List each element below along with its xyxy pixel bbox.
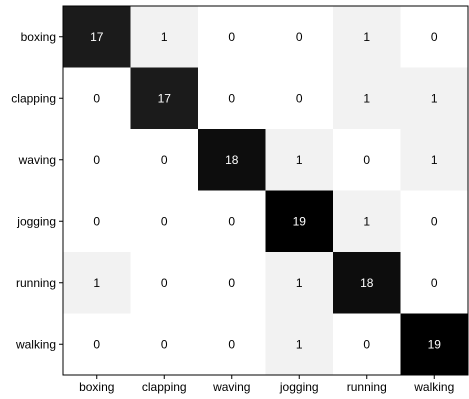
x-tick-label-clapping: clapping (142, 380, 187, 394)
cell-value-jogging-clapping: 0 (161, 214, 168, 228)
heatmap-cell-walking-waving (198, 313, 266, 376)
y-tick-label-running: running (16, 276, 56, 290)
heatmap-cell-jogging-clapping (130, 190, 199, 253)
heatmap-cell-jogging-jogging (265, 190, 334, 253)
heatmap-cell-jogging-running (333, 190, 401, 253)
heatmap-cell-clapping-boxing (63, 67, 131, 130)
heatmap-cell-walking-clapping (130, 313, 199, 376)
heatmap-cell-running-running (333, 252, 401, 314)
x-tick-label-walking: walking (413, 380, 454, 394)
heatmap-cell-jogging-waving (198, 190, 266, 253)
cell-value-clapping-waving: 0 (228, 91, 235, 105)
heatmap-cell-running-jogging (265, 252, 334, 314)
cell-value-walking-walking: 19 (428, 337, 442, 351)
cell-value-running-waving: 0 (228, 276, 235, 290)
cell-value-running-running: 18 (360, 276, 374, 290)
cell-value-boxing-boxing: 17 (90, 30, 104, 44)
heatmap-cell-clapping-walking (400, 67, 469, 130)
cell-value-clapping-jogging: 0 (296, 91, 303, 105)
y-tick-label-boxing: boxing (21, 30, 56, 44)
y-tick-label-walking: walking (15, 337, 56, 351)
heatmap-cell-jogging-boxing (63, 190, 131, 253)
heatmap-cell-clapping-clapping (130, 67, 199, 130)
cell-value-jogging-jogging: 19 (293, 214, 307, 228)
cell-value-waving-jogging: 1 (296, 153, 303, 167)
x-tick-label-boxing: boxing (79, 380, 114, 394)
cell-value-boxing-running: 1 (363, 30, 370, 44)
heatmap-cell-boxing-walking (400, 6, 469, 68)
heatmap-cell-boxing-clapping (130, 6, 199, 68)
plot-frame (62, 5, 469, 376)
cell-value-labels: 17 1 0 0 1 00 17 0 0 1 10 0 18 1 0 10 0 0 19 1 01 0 0 1 18 00 0 0 1 0… (90, 30, 441, 352)
heatmap-cell-boxing-jogging (265, 6, 334, 68)
cell-value-walking-running: 0 (363, 337, 370, 351)
y-tick-label-waving: waving (18, 153, 56, 167)
heatmap-cell-waving-walking (400, 129, 469, 191)
heatmap-cell-clapping-jogging (265, 67, 334, 130)
heatmap-cell-clapping-waving (198, 67, 266, 130)
heatmap-cell-waving-waving (198, 129, 266, 191)
cell-value-running-boxing: 1 (93, 276, 100, 290)
heatmap-cell-running-walking (400, 252, 469, 314)
heatmap-cell-running-waving (198, 252, 266, 314)
cell-value-jogging-walking: 0 (431, 214, 438, 228)
cell-value-jogging-running: 1 (363, 214, 370, 228)
heatmap-cell-boxing-boxing (63, 6, 131, 68)
y-tick-label-jogging: jogging (16, 214, 56, 228)
heatmap-cells (63, 6, 469, 376)
cell-value-waving-running: 0 (363, 153, 370, 167)
cell-value-jogging-boxing: 0 (93, 214, 100, 228)
cell-value-waving-walking: 1 (431, 153, 438, 167)
heatmap-cell-waving-clapping (130, 129, 199, 191)
x-tick-label-jogging: jogging (279, 380, 319, 394)
cell-value-waving-waving: 18 (225, 153, 239, 167)
cell-value-boxing-walking: 0 (431, 30, 438, 44)
cell-value-jogging-waving: 0 (228, 214, 235, 228)
heatmap-cell-waving-running (333, 129, 401, 191)
heatmap-cell-running-boxing (63, 252, 131, 314)
cell-value-boxing-clapping: 1 (161, 30, 168, 44)
cell-value-clapping-boxing: 0 (93, 91, 100, 105)
cell-value-walking-waving: 0 (228, 337, 235, 351)
cell-value-clapping-running: 1 (363, 91, 370, 105)
x-tick-label-waving: waving (212, 380, 250, 394)
cell-value-walking-boxing: 0 (93, 337, 100, 351)
cell-value-clapping-clapping: 17 (158, 91, 172, 105)
cell-value-waving-clapping: 0 (161, 153, 168, 167)
cell-value-running-clapping: 0 (161, 276, 168, 290)
x-tick-label-running: running (347, 380, 387, 394)
heatmap-cell-waving-jogging (265, 129, 334, 191)
y-axis-ticks: boxing clapping waving jogging running walkin… (11, 30, 63, 351)
cell-value-walking-jogging: 1 (296, 337, 303, 351)
heatmap-cell-boxing-waving (198, 6, 266, 68)
heatmap-cell-walking-running (333, 313, 401, 376)
cell-value-clapping-walking: 1 (431, 91, 438, 105)
heatmap-cell-clapping-running (333, 67, 401, 130)
cell-value-waving-boxing: 0 (93, 153, 100, 167)
heatmap-cell-walking-jogging (265, 313, 334, 376)
x-axis-ticks: boxing clapping waving jogging running walkin… (79, 375, 454, 394)
heatmap-cell-boxing-running (333, 6, 401, 68)
heatmap-cell-running-clapping (130, 252, 199, 314)
cell-value-walking-clapping: 0 (161, 337, 168, 351)
cell-value-running-jogging: 1 (296, 276, 303, 290)
y-tick-label-clapping: clapping (11, 91, 56, 105)
heatmap-cell-walking-boxing (63, 313, 131, 376)
heatmap-cell-jogging-walking (400, 190, 469, 253)
heatmap-cell-waving-boxing (63, 129, 131, 191)
cell-value-boxing-jogging: 0 (296, 30, 303, 44)
cell-value-running-walking: 0 (431, 276, 438, 290)
heatmap-cell-walking-walking (400, 313, 469, 376)
cell-value-boxing-waving: 0 (228, 30, 235, 44)
